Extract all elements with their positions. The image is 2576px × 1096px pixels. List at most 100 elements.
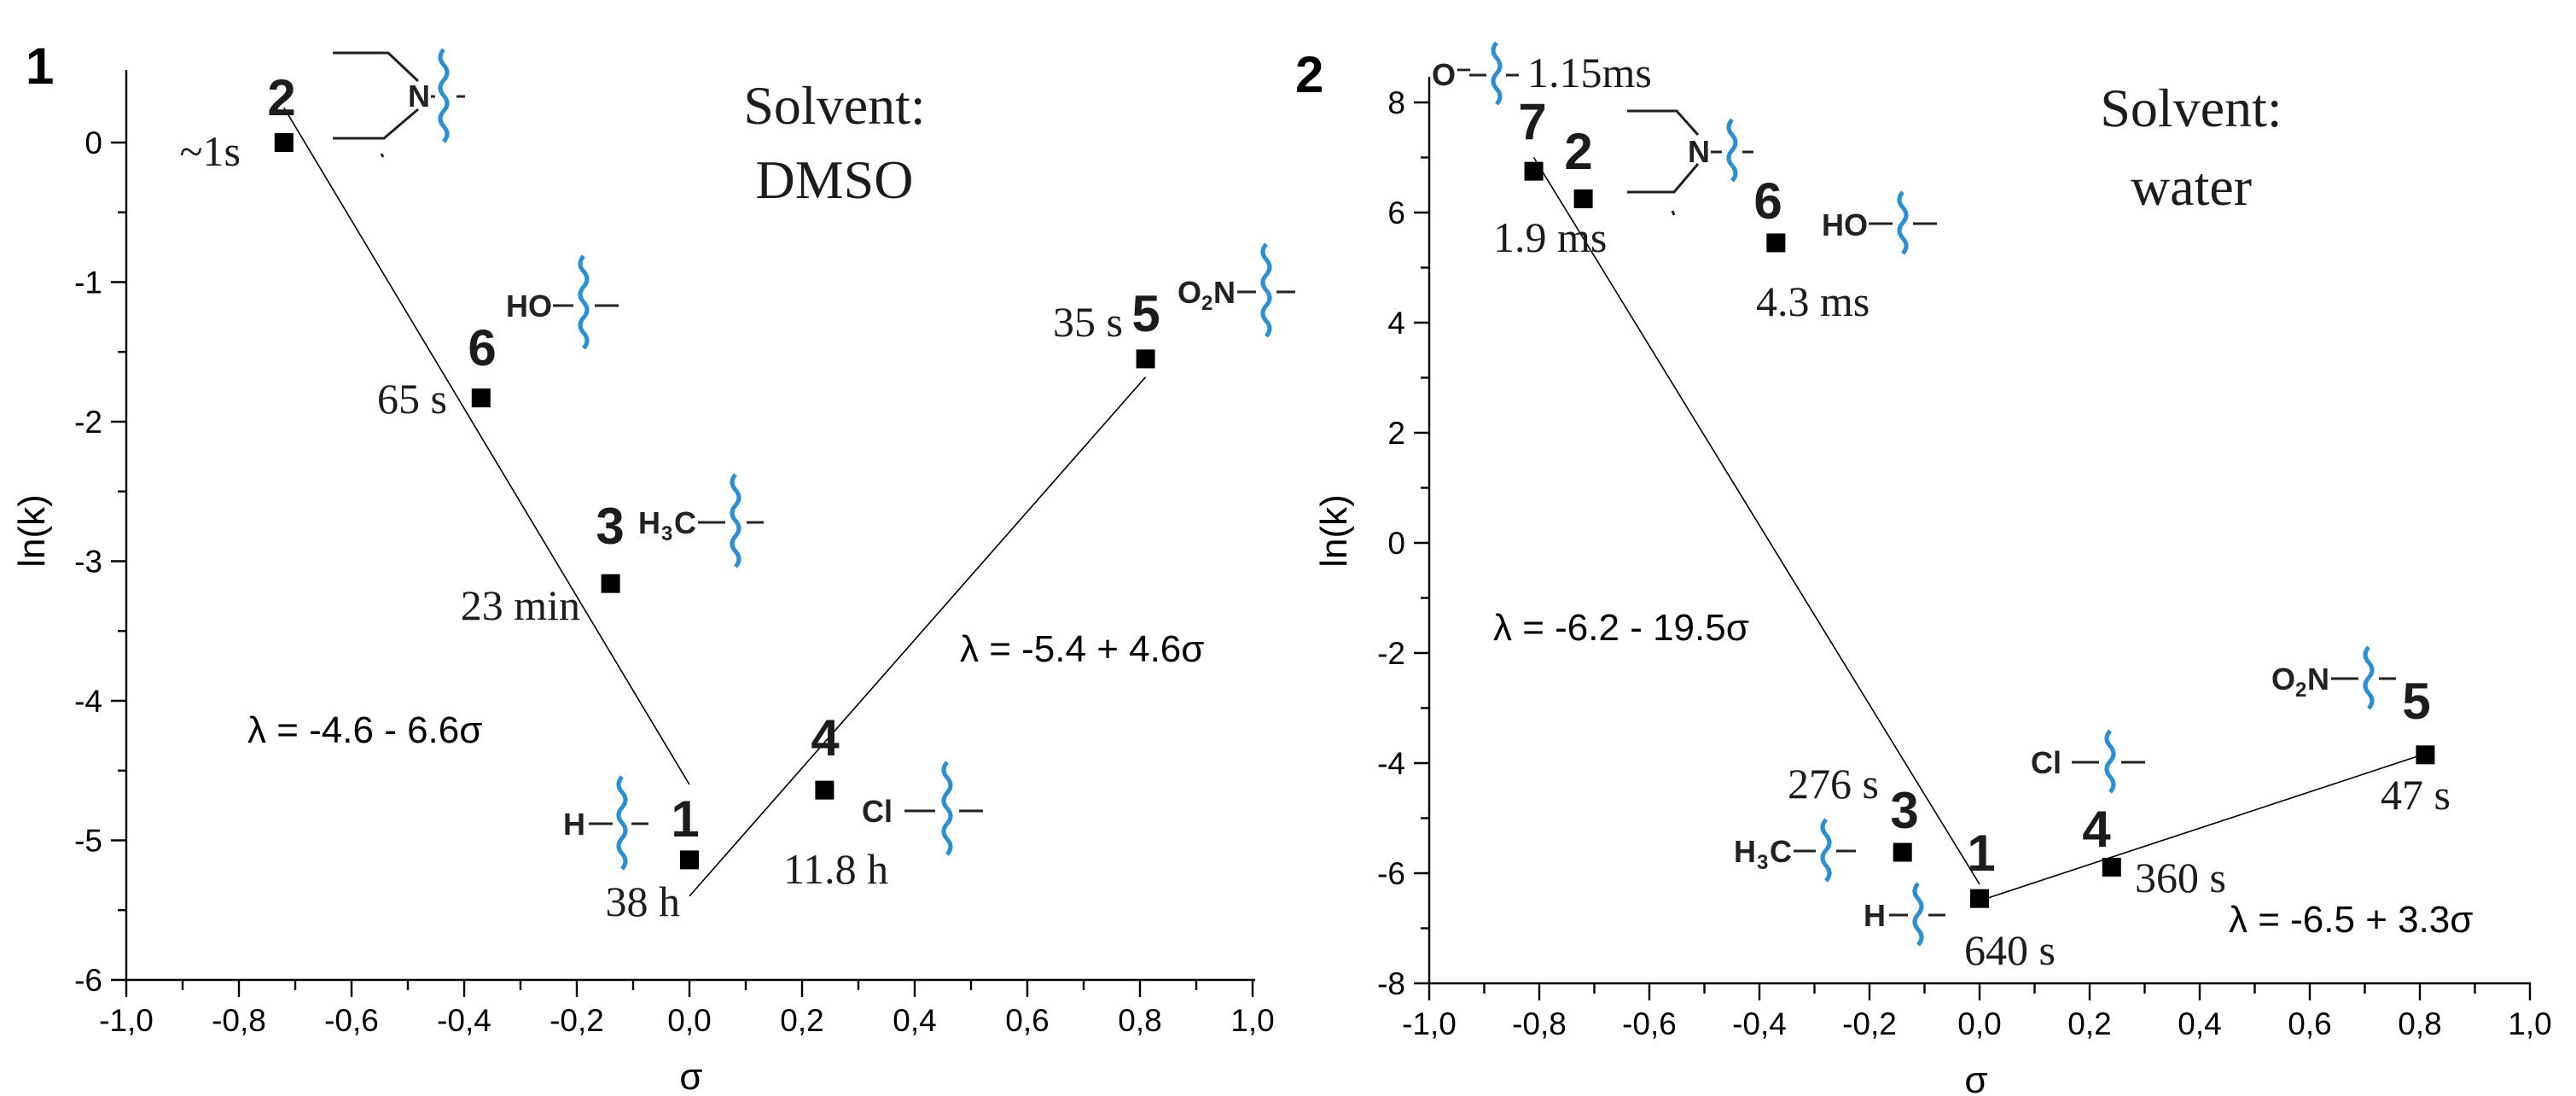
data-points — [274, 133, 1155, 870]
y-tick-label: -1 — [74, 265, 102, 300]
compound-number: 5 — [1131, 285, 1160, 342]
compound-number: 3 — [596, 498, 624, 555]
x-tick-label: 0,6 — [1005, 1003, 1049, 1038]
hydrogen-substituent: H — [1864, 882, 1945, 947]
x-tick-label: 1,0 — [1230, 1003, 1274, 1038]
substituent-structures: N HO H 3 C H Cl — [333, 48, 1295, 871]
solvent-title-line2: water — [2131, 156, 2252, 217]
substituent-text: O⁻ — [1432, 57, 1472, 92]
time-label: 47 s — [2381, 771, 2451, 819]
solvent-title-line1: Solvent: — [2100, 78, 2282, 138]
x-tick-label: 0,6 — [2288, 1006, 2331, 1041]
substituent-structures: O⁻ N HO H 3 C H — [1432, 41, 2396, 947]
data-points — [1524, 161, 2435, 908]
x-tick-label: 0,0 — [667, 1003, 711, 1038]
x-tick-label: -0,2 — [1842, 1006, 1897, 1041]
x-tick-label: 0,4 — [2178, 1006, 2221, 1041]
time-label: 35 s — [1053, 298, 1123, 346]
methyl-h: H — [1734, 834, 1756, 869]
axes: 8 6 4 2 0 -2 -4 -6 -8 -1,0 -0,8 -0,6 -0,4 -0,2 0,0 0,2… — [1377, 77, 2552, 1041]
methyl-c: C — [1770, 834, 1792, 869]
panel-dmso: 1 Solvent: DMSO 0 -1 -2 -3 -4 -5 -6 -1,0 -0,8 -0… — [11, 38, 1295, 1096]
x-tick-label: -0,4 — [1732, 1006, 1787, 1041]
fit-lines — [1532, 157, 2426, 902]
data-point — [2416, 745, 2435, 765]
time-label: 38 h — [606, 877, 681, 925]
y-tick-label: -2 — [74, 405, 102, 440]
data-point — [1766, 233, 1786, 253]
methyl-subscript: 3 — [661, 522, 672, 545]
x-ticks: -1,0 -0,8 -0,6 -0,4 -0,2 0,0 0,2 0,4 0,6 0,8 1,0 — [1402, 983, 2552, 1041]
time-label: 276 s — [1788, 760, 1879, 807]
time-label: 65 s — [377, 375, 447, 423]
fit-line — [1979, 753, 2426, 902]
x-ticks: -1,0 -0,8 -0,6 -0,4 -0,2 0,0 0,2 0,4 0,6 0,8 1,0 — [99, 980, 1275, 1038]
axes: 0 -1 -2 -3 -4 -5 -6 -1,0 -0,8 -0,6 -0,4 -0,2 0,0 0,2… — [74, 70, 1275, 1038]
chloro-substituent: Cl — [2031, 729, 2145, 794]
fit-line — [283, 107, 690, 785]
y-tick-label: 2 — [1387, 416, 1405, 451]
data-point — [680, 850, 699, 870]
fit-equation-left: λ = -4.6 - 6.6σ — [247, 709, 482, 751]
substituent-text: HO — [1822, 207, 1868, 242]
chloro-substituent: Cl — [862, 761, 983, 856]
x-tick-label: 0,8 — [1118, 1003, 1161, 1038]
compound-number: 5 — [2402, 673, 2430, 730]
data-point — [1136, 349, 1155, 369]
y-tick-label: 4 — [1387, 306, 1405, 341]
compound-number: 2 — [1564, 123, 1592, 180]
fit-equation-left: λ = -6.2 - 19.5σ — [1493, 607, 1749, 649]
y-tick-label: -5 — [74, 824, 102, 859]
x-tick-label: 1,0 — [2508, 1006, 2551, 1041]
nitro-o: O — [2271, 662, 2295, 697]
data-point — [1970, 889, 1989, 908]
fit-equation-right: λ = -5.4 + 4.6σ — [960, 628, 1204, 670]
y-tick-label: -6 — [1377, 856, 1405, 891]
x-tick-label: 0,8 — [2398, 1006, 2441, 1041]
x-tick-label: -0,6 — [1622, 1006, 1677, 1041]
substituent-text: H — [563, 807, 585, 842]
compound-number: 3 — [1890, 782, 1918, 839]
x-tick-label: 0,2 — [780, 1003, 823, 1038]
substituent-text: Cl — [2031, 745, 2061, 780]
y-tick-label: -2 — [1377, 636, 1405, 671]
time-label: 1.9 ms — [1493, 213, 1607, 261]
nitro-n: N — [2307, 662, 2329, 697]
dimethylamino-substituent: N — [1627, 109, 1753, 216]
point-labels: 2 ~1s 6 65 s 3 23 min 1 38 h 4 11.8 h 5 … — [179, 69, 1160, 925]
substituent-text: HO — [506, 289, 552, 324]
dimethylamino-substituent: N — [333, 48, 465, 158]
x-tick-label: -0,8 — [212, 1003, 266, 1038]
compound-number: 4 — [811, 709, 840, 767]
nitro-subscript: 2 — [2295, 679, 2306, 702]
x-tick-label: -0,6 — [324, 1003, 379, 1038]
y-tick-label: -4 — [74, 684, 102, 719]
y-ticks: 0 -1 -2 -3 -4 -5 -6 — [74, 125, 126, 998]
x-tick-label: 0,2 — [2067, 1006, 2111, 1041]
solvent-title-line2: DMSO — [756, 149, 914, 210]
compound-number: 4 — [2082, 801, 2111, 858]
nitro-substituent: O 2 N — [1178, 242, 1295, 338]
data-point — [471, 388, 491, 408]
compound-number: 2 — [267, 69, 295, 126]
y-tick-label: -4 — [1377, 746, 1405, 781]
y-axis-title: ln(k) — [11, 494, 53, 568]
compound-number: 1 — [1967, 825, 1995, 882]
nitro-subscript: 2 — [1201, 292, 1212, 315]
panel-label: 1 — [26, 38, 54, 95]
compound-number: 6 — [468, 319, 496, 376]
methyl-substituent: H 3 C — [638, 473, 764, 568]
substituent-text: H — [1864, 898, 1886, 933]
y-tick-label: -8 — [1377, 966, 1405, 1001]
methyl-h: H — [638, 505, 660, 540]
x-tick-label: -0,8 — [1512, 1006, 1567, 1041]
time-label: 1.15ms — [1527, 49, 1652, 96]
time-label: 23 min — [461, 581, 580, 629]
solvent-title-line1: Solvent: — [743, 75, 925, 136]
hydroxy-substituent: HO — [1822, 190, 1937, 255]
substituent-text: N — [408, 79, 430, 114]
data-point — [1573, 189, 1593, 208]
time-label: 11.8 h — [783, 845, 888, 893]
